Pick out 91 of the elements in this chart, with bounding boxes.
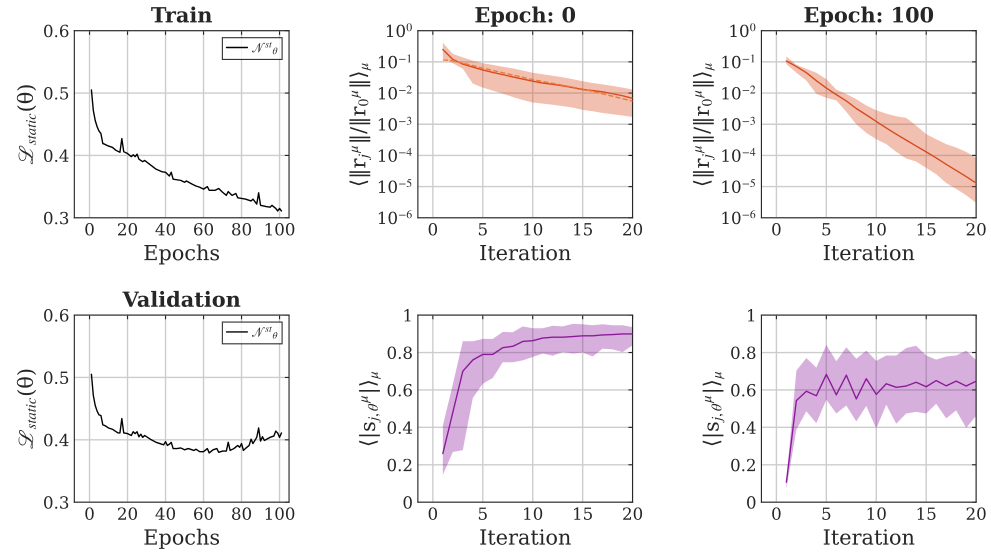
y-tick-label: 10$^{0}$	[730, 23, 756, 38]
legend-label: 𝒩$^{st}$$_{θ}$	[252, 326, 278, 339]
y-tick-label: 10$^{−1}$	[722, 54, 754, 68]
y-tick-label: 1	[404, 309, 411, 322]
x-tick-label: 15	[574, 222, 592, 236]
y-tick-label: 10$^{−4}$	[378, 148, 412, 162]
x-tick-label: 0	[772, 222, 781, 236]
x-tick-label: 5	[822, 223, 830, 236]
x-tick-label: 5	[822, 508, 830, 520]
y-tick-label: 0.4	[731, 421, 756, 434]
y-tick-label: 0	[404, 496, 412, 509]
x-tick-label: 60	[194, 222, 214, 236]
x-tick-label: 0	[428, 222, 438, 236]
x-axis-title: Iteration	[480, 244, 571, 260]
line-series	[786, 374, 976, 483]
x-tick-label: 20	[623, 222, 642, 236]
y-axis-title: ℒ$_{static}$(θ)	[16, 85, 36, 164]
x-tick-label: 15	[918, 507, 936, 520]
x-axis-title: Iteration	[824, 244, 914, 260]
y-tick-label: 0.4	[388, 421, 412, 434]
x-tick-label: 80	[232, 507, 252, 520]
y-tick-label: 1	[748, 309, 754, 322]
y-tick-label: 0.5	[44, 371, 68, 384]
chart-title: Epoch: 0	[475, 6, 576, 27]
x-tick-label: 100	[266, 222, 294, 236]
y-tick-label: 10$^{−3}$	[378, 116, 412, 131]
y-tick-label: 0.4	[44, 149, 69, 162]
y-tick-label: 0.6	[44, 24, 68, 38]
y-tick-label: 0.6	[388, 384, 412, 397]
y-axis-title: ⟨|s$_{j,θ}$$^{μ}$|⟩$_{μ}$	[359, 372, 381, 446]
x-tick-label: 10	[524, 507, 542, 520]
y-axis-title: ⟨‖r$_{j}$$^{μ}$‖/‖r$_{0}$$^{μ}$‖⟩$_{μ}$	[692, 63, 715, 186]
y-axis-title: ⟨|s$_{j,θ}$$^{μ}$|⟩$_{μ}$	[702, 372, 724, 446]
y-tick-label: 0.3	[44, 212, 68, 224]
y-tick-label: 0.4	[44, 434, 69, 446]
y-tick-label: 10$^{0}$	[386, 23, 412, 38]
line-series	[90, 374, 282, 454]
chart-title: Epoch: 100	[804, 6, 934, 27]
legend-label: 𝒩$^{st}$$_{θ}$	[252, 42, 278, 54]
y-tick-label: 0.6	[731, 384, 756, 397]
y-tick-label: 10$^{−3}$	[722, 116, 755, 131]
x-tick-label: 0	[428, 507, 438, 520]
y-tick-label: 0.3	[44, 496, 68, 509]
line-series	[442, 333, 633, 454]
y-tick-label: 10$^{−1}$	[378, 54, 411, 68]
y-tick-label: 10$^{−2}$	[378, 86, 412, 100]
chart-title: Train	[151, 6, 212, 23]
x-tick-label: 20	[118, 222, 138, 236]
line-series	[442, 59, 633, 102]
x-tick-label: 0	[85, 507, 94, 520]
y-tick-label: 0.6	[44, 309, 68, 322]
x-tick-label: 15	[574, 507, 592, 520]
x-tick-label: 20	[118, 507, 138, 520]
y-tick-label: 0.8	[731, 346, 756, 360]
x-tick-label: 5	[478, 223, 487, 236]
chart-title: Validation	[122, 290, 240, 308]
line-series	[442, 48, 633, 99]
y-tick-label: 10$^{−6}$	[722, 210, 756, 224]
y-axis-title: ℒ$_{static}$(θ)	[16, 370, 36, 449]
y-tick-label: 10$^{−2}$	[722, 86, 756, 100]
x-tick-label: 80	[232, 222, 252, 236]
y-tick-label: 10$^{−6}$	[378, 210, 412, 224]
y-tick-label: 0.2	[388, 458, 412, 472]
line-series	[90, 89, 282, 212]
x-tick-label: 0	[772, 507, 781, 520]
x-tick-label: 60	[194, 507, 214, 520]
x-tick-label: 10	[868, 222, 886, 236]
x-tick-label: 10	[868, 507, 886, 520]
y-tick-label: 0.2	[731, 458, 755, 472]
y-tick-label: 0.8	[388, 346, 412, 360]
x-tick-label: 40	[155, 222, 176, 236]
x-tick-label: 100	[266, 507, 294, 520]
x-tick-label: 10	[524, 222, 542, 236]
x-tick-label: 20	[966, 507, 986, 520]
x-axis-title: Epochs	[144, 244, 220, 265]
x-tick-label: 20	[623, 507, 642, 520]
x-axis-title: Epochs	[144, 528, 220, 549]
x-tick-label: 5	[478, 508, 487, 520]
x-tick-label: 0	[85, 222, 94, 236]
y-tick-label: 10$^{−4}$	[722, 148, 756, 162]
y-tick-label: 10$^{−5}$	[378, 178, 412, 194]
y-tick-label: 0.5	[44, 87, 68, 100]
x-tick-label: 15	[918, 222, 936, 236]
y-tick-label: 0	[747, 496, 756, 509]
x-axis-title: Iteration	[824, 529, 914, 545]
y-tick-label: 10$^{−5}$	[722, 178, 755, 194]
x-tick-label: 40	[155, 507, 176, 520]
y-axis-title: ⟨‖r$_{j}$$^{μ}$‖/‖r$_{0}$$^{μ}$‖⟩$_{μ}$	[349, 63, 372, 186]
x-tick-label: 20	[966, 222, 986, 236]
x-axis-title: Iteration	[480, 529, 571, 545]
line-series	[786, 60, 976, 184]
